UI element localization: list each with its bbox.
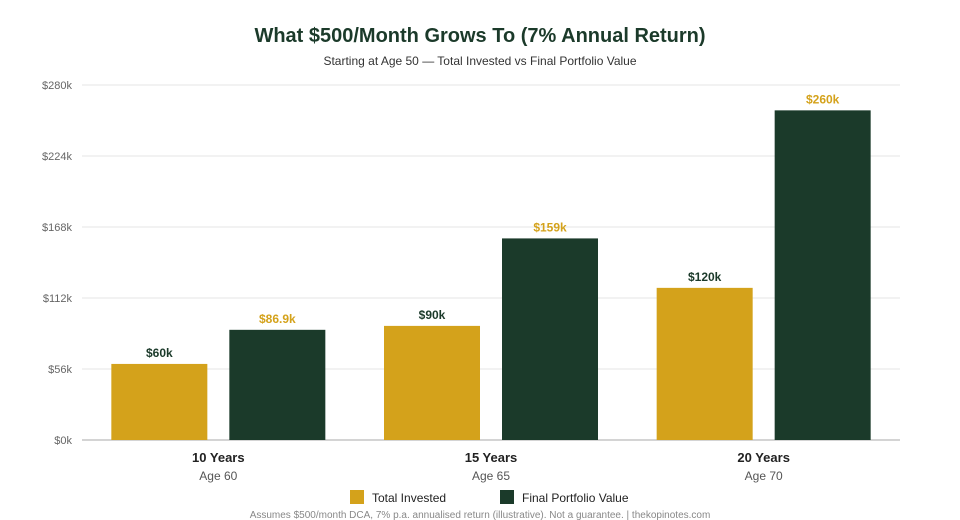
x-tick-sublabel: Age 65	[472, 469, 510, 483]
legend-label: Final Portfolio Value	[522, 491, 629, 505]
legend-swatch	[500, 490, 514, 504]
bar	[229, 329, 326, 440]
x-tick-label: 15 Years	[465, 450, 518, 465]
x-tick-label: 10 Years	[192, 450, 245, 465]
y-tick-label: $168k	[42, 222, 72, 234]
footnote: Assumes $500/month DCA, 7% p.a. annualis…	[250, 510, 711, 520]
data-label: $260k	[806, 92, 840, 106]
chart-subtitle: Starting at Age 50 — Total Invested vs F…	[323, 54, 636, 68]
y-tick-label: $0k	[54, 435, 72, 447]
y-tick-label: $112k	[43, 293, 73, 305]
x-axis: 10 Years Age 60 15 Years Age 65 20 Years Age …	[192, 450, 790, 483]
data-label: $86.9k	[259, 312, 296, 326]
data-label: $90k	[419, 308, 446, 322]
y-axis: $0k $56k $112k $168k $224k $280k	[42, 80, 72, 447]
data-label: $60k	[146, 346, 173, 360]
x-tick-label: 20 Years	[737, 450, 790, 465]
data-label: $159k	[533, 220, 567, 234]
bar	[502, 238, 598, 440]
bar	[111, 363, 208, 440]
legend-label: Total Invested	[372, 491, 446, 505]
chart-title: What $500/Month Grows To (7% Annual Retu…	[254, 25, 705, 47]
x-tick-sublabel: Age 60	[199, 469, 237, 483]
legend-swatch	[350, 490, 364, 504]
x-tick-sublabel: Age 70	[745, 469, 783, 483]
bar	[384, 325, 480, 440]
y-tick-label: $280k	[42, 80, 72, 92]
y-tick-label: $224k	[42, 151, 72, 163]
bars: $60k $86.9k $90k $159k $120k $260k	[111, 92, 871, 440]
bar	[774, 110, 871, 440]
bar	[656, 287, 753, 440]
legend: Total Invested Final Portfolio Value	[350, 490, 629, 505]
gridlines	[82, 84, 900, 441]
data-label: $120k	[688, 270, 722, 284]
y-tick-label: $56k	[48, 364, 72, 376]
